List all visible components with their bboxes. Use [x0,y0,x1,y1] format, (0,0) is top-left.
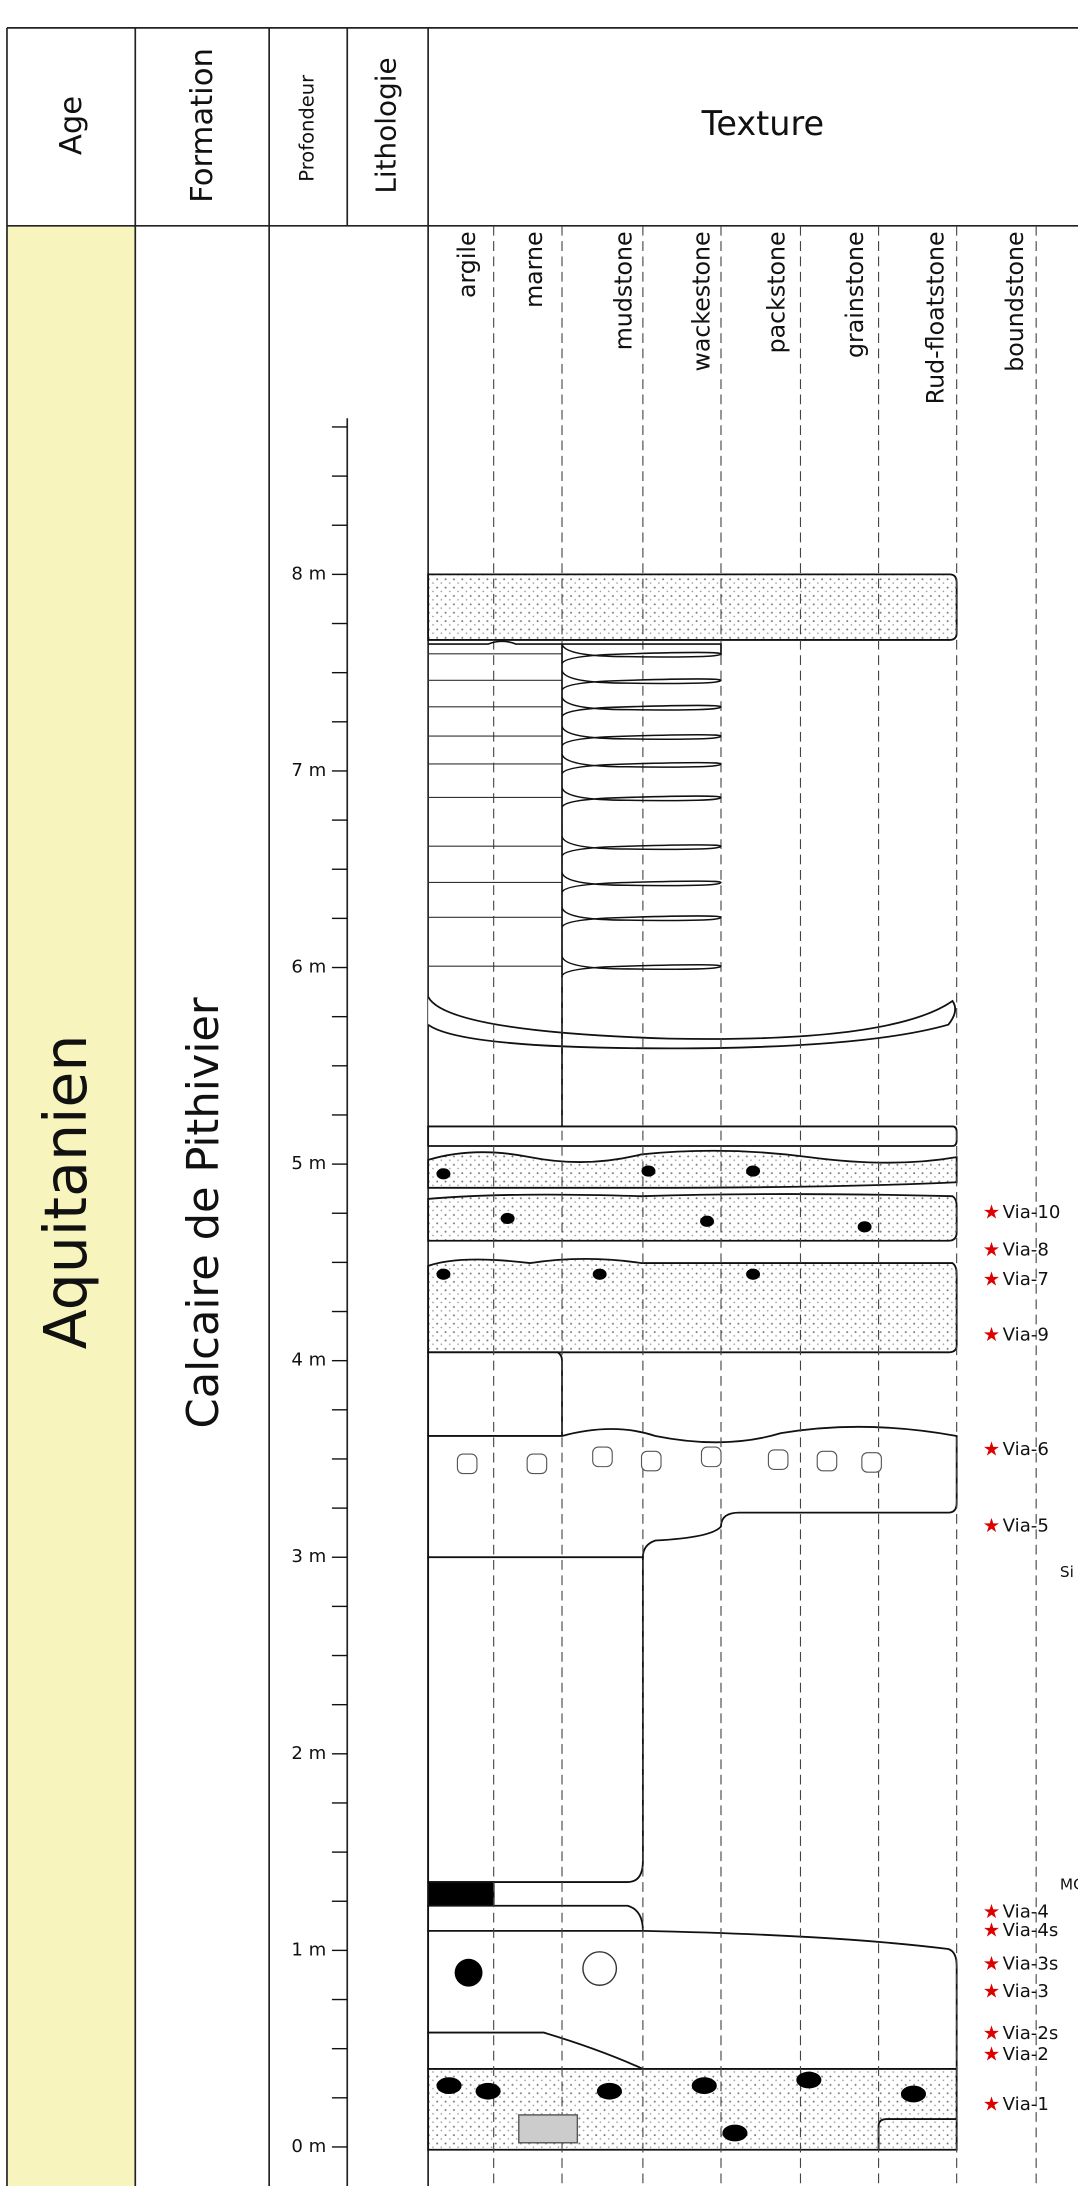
depth-label: 7 m [291,760,326,781]
header-depth: Profondeur [296,74,319,182]
sample-label: Via-4s [1003,1920,1059,1941]
sample-star: ★ [983,2022,1001,2045]
depth-label: 3 m [291,1546,326,1567]
sample-label: Via-5 [1003,1516,1049,1537]
header-lithology: Lithologie [370,57,403,193]
clast [641,1165,656,1177]
lens [561,670,722,691]
sample-label: Via-2s [1003,2023,1059,2044]
clast [436,1268,451,1280]
depth-label: 5 m [291,1153,326,1174]
clast [500,1212,515,1225]
depth-label: 2 m [291,1743,326,1764]
depth-label: 4 m [291,1350,326,1371]
texture-class: grainstone [841,231,869,358]
nodule [640,1450,662,1472]
sample-label: Via-8 [1003,1240,1049,1261]
sample-star: ★ [983,1200,1001,1223]
lens [561,872,722,893]
clast [436,1168,451,1180]
depth-label: 0 m [291,2136,326,2157]
nodule [592,1446,613,1468]
lens [561,753,722,775]
sample-label: Via-6 [1003,1439,1049,1460]
note: MC [1060,1875,1078,1893]
nodule [861,1452,882,1473]
sample-label: Via-4 [1003,1902,1049,1923]
lens [561,956,722,977]
clast [746,1165,761,1177]
depth-label: 1 m [291,1939,326,1960]
clast [746,1268,761,1280]
texture-class: packstone [763,231,791,353]
nodule [456,1453,478,1475]
sample-star: ★ [983,1437,1001,1460]
nodule [816,1450,838,1472]
depth-label: 6 m [291,957,326,978]
sample-label: Via-1 [1003,2094,1049,2115]
nodule [767,1449,789,1470]
lens [561,836,722,857]
lens [561,643,722,665]
texture-class: argile [453,231,481,298]
texture-class: mudstone [609,231,637,350]
clast [796,2071,822,2089]
age-fill [6,225,136,2186]
clast [596,2082,622,2100]
clast [691,2077,717,2094]
clast [436,2077,462,2094]
generated: argile marne mudstone wackestone packstone gr… [291,225,1078,2186]
sample-star: ★ [983,1918,1001,1941]
sample-label: Via-9 [1003,1325,1049,1346]
sample-label: Via-3 [1003,1981,1049,2002]
sample-star: ★ [983,1323,1001,1346]
clast [700,1215,715,1227]
sample-label: Via-3s [1003,1953,1059,1974]
texture-class: Rud-floatstone [922,231,950,404]
clast [518,2114,579,2144]
sample-label: Via-10 [1003,1202,1061,1223]
clast [900,2085,926,2103]
lens [561,907,722,928]
texture-class: boundstone [1001,231,1029,371]
sample-label: Via-7 [1003,1269,1049,1290]
texture-class: marne [520,231,548,307]
sample-star: ★ [983,1514,1001,1537]
nodule [700,1446,722,1468]
lens [561,787,722,808]
clast [592,1268,607,1280]
lens [561,726,722,747]
sample-star: ★ [983,1900,1001,1923]
clast [454,1958,483,1987]
formation-label: Calcaire de Pithivier [179,997,229,1428]
sample-star: ★ [983,1980,1001,2003]
sample-star: ★ [983,1267,1001,1290]
header-texture: Texture [701,104,824,143]
sample-label: Via-2 [1003,2044,1049,2065]
sample-star: ★ [983,1952,1001,1975]
depth-label: 8 m [291,563,326,584]
bed-top [428,640,722,656]
note: Si [1060,1563,1074,1581]
texture-class: wackestone [687,231,715,371]
sample-star: ★ [983,2093,1001,2116]
clast [475,2082,501,2100]
clast [722,2124,748,2142]
header-formation: Formation [185,48,220,203]
age-label: Aquitanien [32,1035,100,1350]
sample-star: ★ [983,2042,1001,2065]
lens [561,696,722,718]
nodule [526,1453,548,1475]
header-age: Age [54,96,89,155]
clast [857,1221,872,1233]
clast [582,1951,618,1986]
lithology-beds [427,573,958,2151]
sample-star: ★ [983,1238,1001,1261]
